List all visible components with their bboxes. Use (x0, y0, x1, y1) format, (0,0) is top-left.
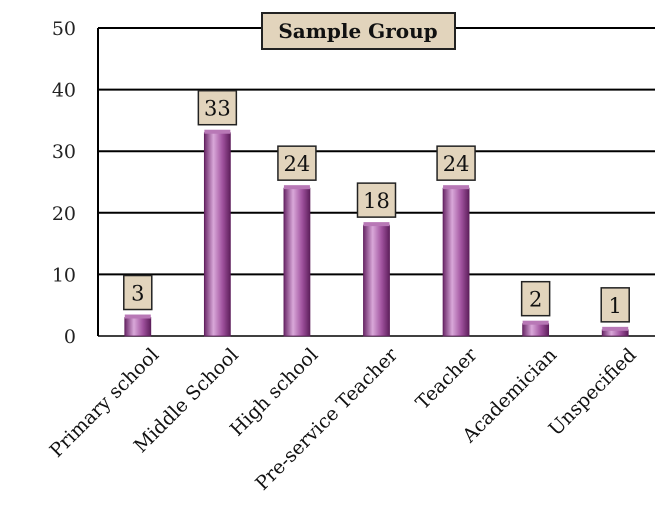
y-tick-label: 20 (52, 203, 76, 225)
data-label: 24 (284, 152, 311, 176)
bar (442, 187, 470, 337)
data-label-box (277, 145, 317, 181)
y-tick-label: 40 (52, 80, 76, 102)
y-axis-ticks: 0 10 20 30 40 50 (52, 18, 76, 348)
y-tick-label: 10 (52, 264, 76, 286)
bar-top (602, 326, 629, 331)
data-label-box (436, 145, 476, 181)
bar-top (522, 320, 549, 325)
bar (203, 132, 231, 337)
data-label: 33 (204, 97, 231, 121)
bar-top (443, 185, 470, 190)
bar (124, 317, 152, 337)
data-label-box (197, 89, 238, 126)
data-label-box (356, 182, 397, 218)
x-category-label: Teacher (412, 343, 483, 414)
bar-top (204, 129, 231, 134)
y-tick-label: 30 (52, 141, 76, 163)
data-label: 24 (443, 152, 470, 176)
chart-title-text: Sample Group (278, 19, 437, 43)
y-tick-label: 0 (64, 326, 76, 348)
bar-top (124, 314, 151, 319)
data-label: 2 (529, 288, 542, 312)
x-category-label: Pre-service Teacher (251, 343, 402, 494)
bar-top (283, 185, 310, 190)
data-label-box (600, 287, 630, 323)
bar (283, 187, 311, 337)
chart-title: Sample Group (261, 12, 456, 50)
chart-title-box (261, 12, 456, 50)
bars (124, 129, 629, 337)
data-label: 3 (131, 282, 144, 306)
data-label: 18 (363, 189, 390, 213)
data-label: 1 (609, 294, 622, 318)
data-label-box (123, 274, 153, 311)
bar (363, 224, 390, 337)
bar-top (363, 222, 390, 227)
bar (522, 323, 550, 337)
y-tick-label: 50 (52, 18, 76, 40)
data-label-box (520, 280, 551, 317)
